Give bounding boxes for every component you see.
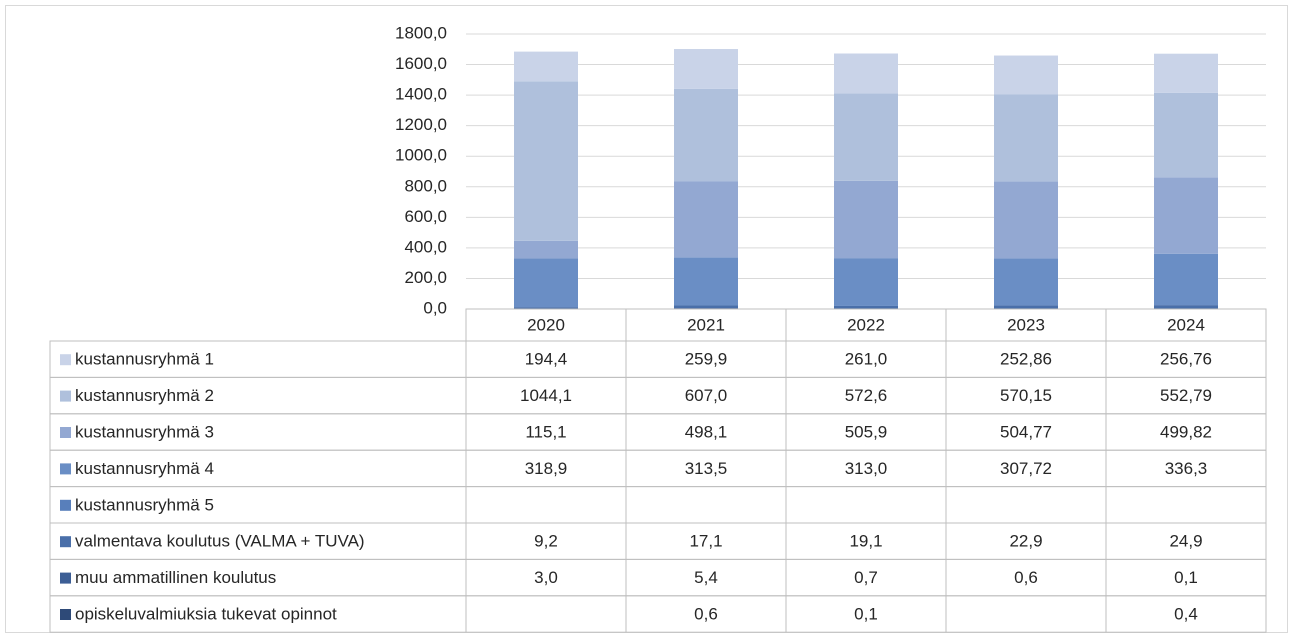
bar-segment (834, 258, 898, 306)
bar-segment (834, 305, 898, 309)
legend-swatch (60, 354, 71, 366)
table-value: 552,79 (1160, 386, 1212, 405)
bar-segment (994, 258, 1058, 306)
bar-segment (1154, 53, 1218, 93)
table-value: 498,1 (685, 422, 728, 441)
legend-swatch (60, 463, 71, 475)
legend-swatch (60, 499, 71, 511)
bar-segment (514, 240, 578, 259)
bar-segment (1154, 92, 1218, 178)
bar-segment (514, 258, 578, 308)
table-value: 1044,1 (520, 386, 572, 405)
table-value: 24,9 (1169, 532, 1202, 551)
bar-segment (834, 53, 898, 94)
y-tick-label: 600,0 (404, 207, 447, 226)
table-value: 0,7 (854, 568, 878, 587)
bar-segment (1154, 177, 1218, 254)
table-value: 0,4 (1174, 604, 1198, 623)
legend-label: kustannusryhmä 1 (75, 350, 214, 369)
table-value: 336,3 (1165, 459, 1208, 478)
table-value: 19,1 (849, 532, 882, 551)
table-value: 194,4 (525, 350, 568, 369)
table-value: 256,76 (1160, 350, 1212, 369)
bar-segment (994, 55, 1058, 95)
table-value: 22,9 (1009, 532, 1042, 551)
table-value: 570,15 (1000, 386, 1052, 405)
x-tick-label: 2020 (527, 315, 565, 334)
legend-swatch (60, 572, 71, 584)
table-value: 9,2 (534, 532, 558, 551)
y-tick-label: 800,0 (404, 176, 447, 195)
table-cell (1105, 595, 1267, 633)
legend-label: valmentava koulutus (VALMA + TUVA) (75, 532, 365, 551)
legend-label: opiskeluvalmiuksia tukevat opinnot (75, 604, 337, 623)
table-value: 313,5 (685, 459, 728, 478)
bar-segment (834, 93, 898, 181)
bar-segment (994, 94, 1058, 182)
x-tick-label: 2023 (1007, 315, 1045, 334)
bar-segment (514, 51, 578, 82)
table-value: 5,4 (694, 568, 718, 587)
table-value: 318,9 (525, 459, 568, 478)
table-value: 252,86 (1000, 350, 1052, 369)
bar-segment (674, 305, 738, 309)
bar-segment (674, 308, 738, 309)
table-value: 261,0 (845, 350, 888, 369)
legend-label: kustannusryhmä 4 (75, 459, 214, 478)
bar-segment (674, 88, 738, 182)
y-tick-label: 400,0 (404, 237, 447, 256)
bar-segment (994, 305, 1058, 309)
table-value: 0,6 (1014, 568, 1038, 587)
legend-label: kustannusryhmä 3 (75, 422, 214, 441)
table-value: 499,82 (1160, 422, 1212, 441)
y-tick-label: 200,0 (404, 268, 447, 287)
table-value: 115,1 (525, 422, 566, 441)
y-tick-label: 1800,0 (395, 23, 447, 42)
table-value: 17,1 (689, 532, 722, 551)
bar-segment (674, 181, 738, 258)
table-value: 0,1 (1174, 568, 1198, 587)
legend-label: kustannusryhmä 5 (75, 495, 214, 514)
bar-segment (514, 307, 578, 309)
legend-swatch (60, 390, 71, 402)
table-value: 504,77 (1000, 422, 1052, 441)
y-tick-label: 1600,0 (395, 54, 447, 73)
bar-segment (1154, 253, 1218, 306)
table-value: 572,6 (845, 386, 888, 405)
x-tick-label: 2022 (847, 315, 885, 334)
y-tick-label: 1000,0 (395, 146, 447, 165)
chart-border (5, 5, 1288, 633)
table-value: 3,0 (534, 568, 558, 587)
bar-segment (994, 181, 1058, 259)
x-tick-label: 2021 (687, 315, 725, 334)
table-value: 307,72 (1000, 459, 1052, 478)
y-tick-label: 0,0 (423, 298, 447, 317)
y-tick-label: 1200,0 (395, 115, 447, 134)
legend-label: kustannusryhmä 2 (75, 386, 214, 405)
table-value: 0,6 (694, 604, 718, 623)
x-tick-label: 2024 (1167, 315, 1205, 334)
table-value: 607,0 (685, 386, 728, 405)
bar-segment (834, 180, 898, 259)
table-value: 313,0 (845, 459, 888, 478)
table-value: 0,1 (854, 604, 878, 623)
legend-swatch (60, 536, 71, 548)
bar-segment (674, 257, 738, 306)
bar-segment (1154, 305, 1218, 309)
bar-segment (674, 49, 738, 89)
legend-swatch (60, 609, 71, 620)
table-value: 259,9 (685, 350, 728, 369)
table-value: 505,9 (845, 422, 888, 441)
bar-segment (514, 81, 578, 241)
legend-label: muu ammatillinen koulutus (75, 568, 276, 587)
legend-swatch (60, 427, 71, 438)
y-tick-label: 1400,0 (395, 85, 447, 104)
